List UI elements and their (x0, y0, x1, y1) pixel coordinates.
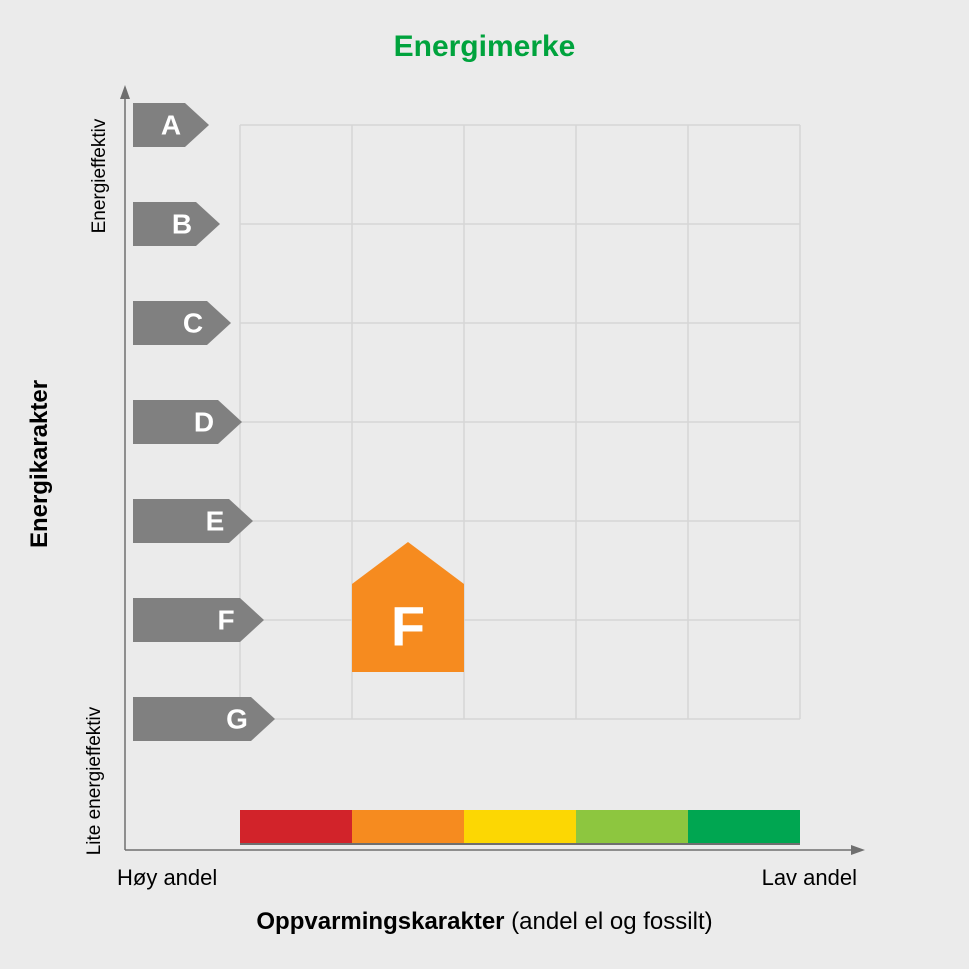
svg-text:B: B (172, 209, 192, 240)
svg-text:G: G (226, 704, 248, 735)
x-axis-right-label: Lav andel (762, 865, 857, 891)
svg-text:A: A (161, 110, 181, 141)
x-axis-main-label: Oppvarmingskarakter (andel el og fossilt… (0, 908, 969, 936)
svg-text:F: F (217, 605, 234, 636)
x-axis-left-label: Høy andel (117, 865, 217, 891)
energy-chart: A B C D E F G F (0, 0, 969, 969)
svg-text:D: D (194, 407, 214, 438)
svg-text:C: C (183, 308, 203, 339)
svg-text:F: F (391, 595, 425, 658)
svg-text:E: E (206, 506, 225, 537)
